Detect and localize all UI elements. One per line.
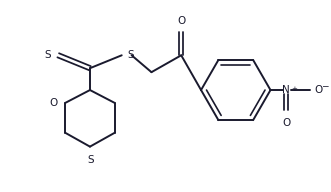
Text: O: O xyxy=(282,118,291,128)
Text: O: O xyxy=(177,16,185,26)
Text: O: O xyxy=(49,98,57,108)
Text: O: O xyxy=(314,85,322,95)
Text: −: − xyxy=(321,82,329,91)
Text: +: + xyxy=(291,86,297,92)
Text: S: S xyxy=(128,50,134,60)
Text: N: N xyxy=(282,85,290,95)
Text: S: S xyxy=(88,155,94,165)
Text: S: S xyxy=(45,50,51,60)
